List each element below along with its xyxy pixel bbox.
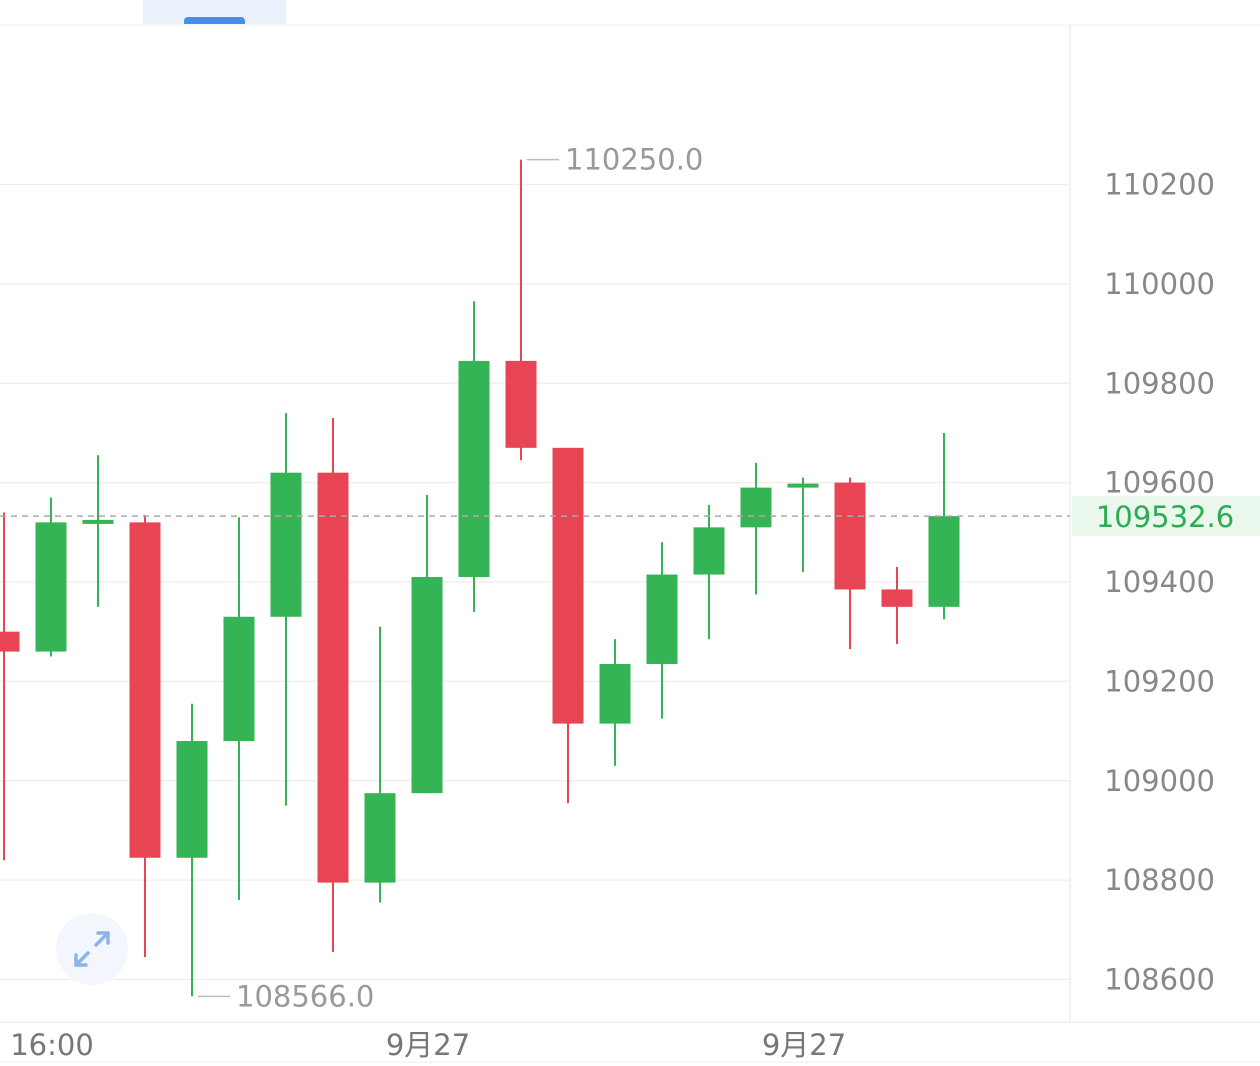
candle-body — [0, 631, 20, 652]
candle-body — [787, 483, 819, 488]
last-price-label: 109532.6 — [1096, 500, 1234, 534]
candle-body — [411, 577, 443, 794]
y-tick-label: 110200 — [1104, 168, 1215, 202]
y-tick-label: 109000 — [1104, 764, 1215, 798]
expand-icon — [74, 931, 110, 967]
candle-body — [552, 447, 584, 724]
candle-body — [740, 487, 772, 528]
expand-button[interactable] — [56, 913, 128, 985]
y-tick-label: 110000 — [1104, 267, 1215, 301]
y-tick-label: 108600 — [1104, 963, 1215, 997]
candle-body — [317, 472, 349, 883]
candle-body — [176, 741, 208, 858]
candle-body — [35, 522, 67, 652]
y-tick-label: 108800 — [1104, 863, 1215, 897]
candle-body — [928, 516, 960, 607]
candle-body — [223, 616, 255, 741]
candle-body — [458, 360, 490, 578]
last-price-label-bg — [1072, 496, 1260, 537]
candle-body — [129, 522, 161, 858]
max-annotation-label: 110250.0 — [565, 143, 703, 177]
tab-indicator — [184, 17, 245, 24]
y-tick-label: 109800 — [1104, 366, 1215, 400]
x-tick-label: 16:00 — [10, 1028, 94, 1062]
candle-body — [693, 527, 725, 575]
candle-body — [881, 589, 913, 607]
y-tick-label: 109400 — [1104, 565, 1215, 599]
y-tick-label: 109600 — [1104, 466, 1215, 500]
candle-body — [82, 519, 114, 524]
candle-body — [599, 663, 631, 724]
candle-body — [646, 574, 678, 664]
min-annotation-label: 108566.0 — [236, 979, 374, 1013]
candle-body — [834, 482, 866, 590]
candle-body — [505, 360, 537, 448]
candle-body — [270, 472, 302, 617]
top-tab[interactable] — [143, 0, 286, 24]
x-tick-label: 9月27 — [386, 1028, 470, 1062]
y-tick-label: 109200 — [1104, 664, 1215, 698]
candle-body — [364, 793, 396, 883]
x-tick-label: 9月27 — [762, 1028, 846, 1062]
